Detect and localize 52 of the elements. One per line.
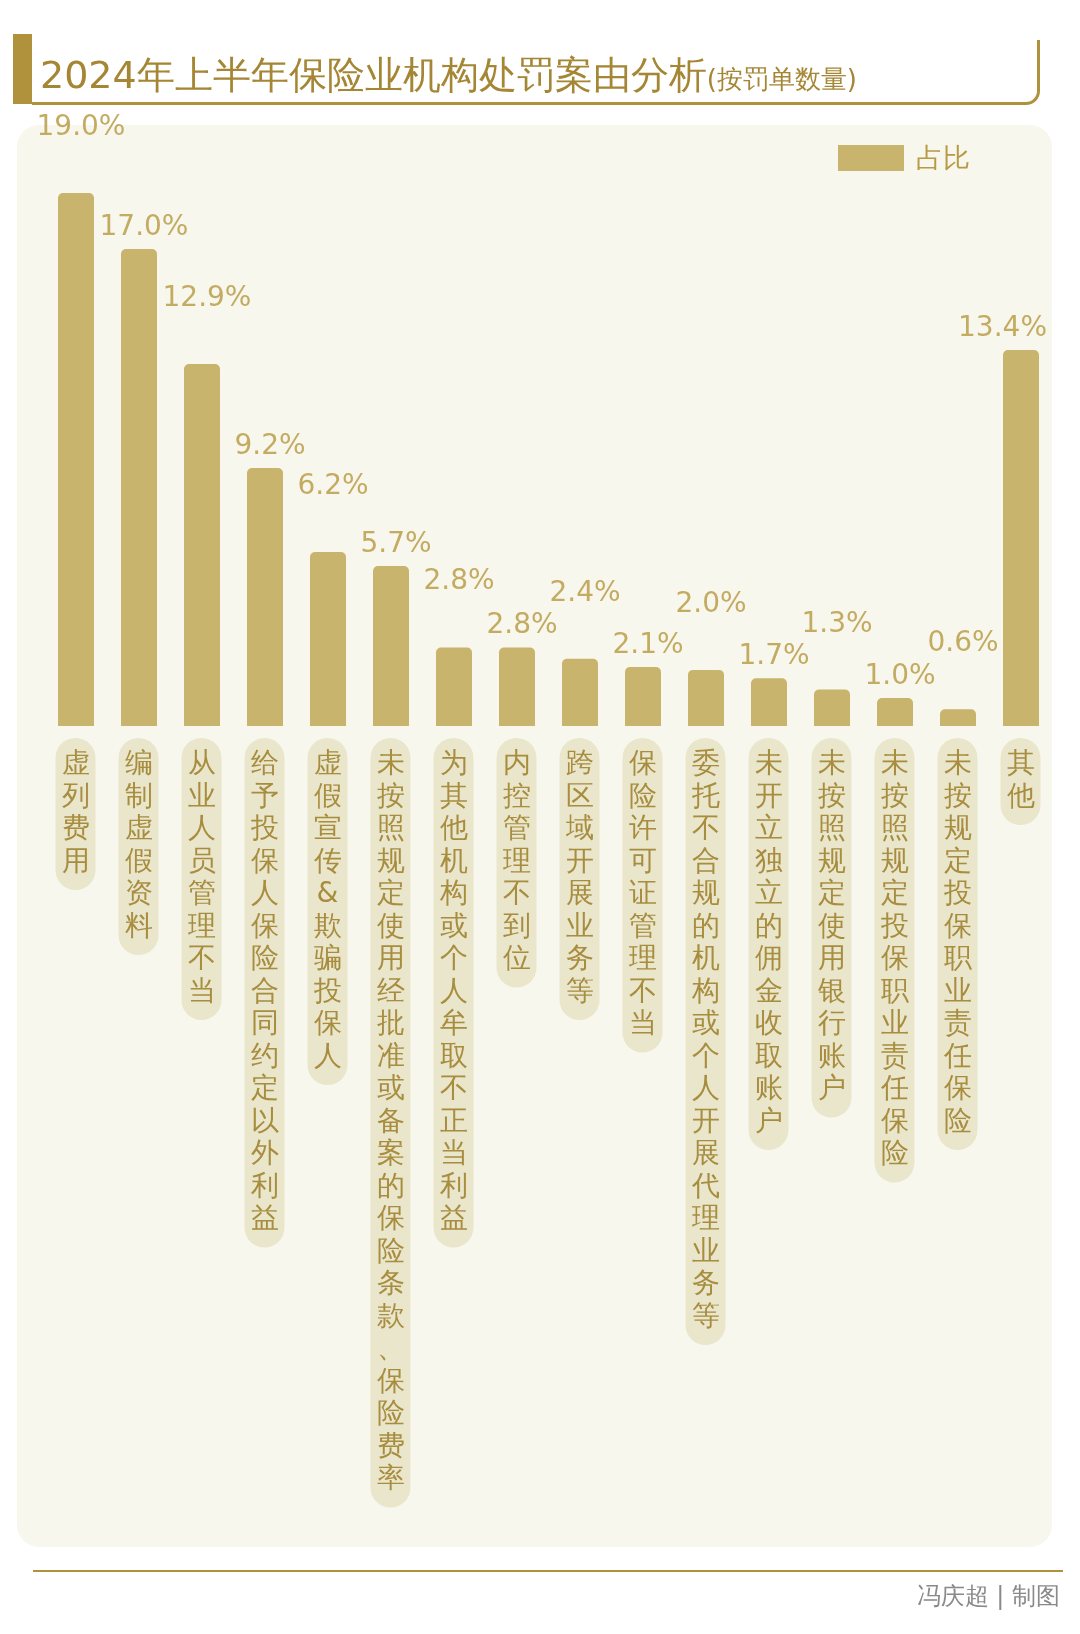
data-label: 1.7% (738, 638, 810, 672)
category-label: 给予投保人保险合同约定以外利益 (250, 746, 279, 1234)
bar (247, 467, 283, 726)
category-label: 未按照规定投保职业责任保险 (880, 746, 909, 1169)
data-label: 2.1% (612, 627, 684, 661)
data-label: 6.2% (297, 468, 369, 502)
data-label: 9.2% (234, 427, 306, 461)
bar (499, 647, 535, 726)
bar (436, 647, 472, 726)
bar (58, 193, 94, 726)
bar (310, 552, 346, 726)
category-label: 未按规定投保职业责任保险 (943, 746, 972, 1137)
bar (625, 667, 661, 726)
category-label: 委托不合规的机构或个人开展代理业务等 (691, 746, 720, 1332)
data-label: 17.0% (99, 209, 189, 243)
category-label: 未开立独立的佣金收取账户 (754, 746, 783, 1137)
bar (751, 678, 787, 726)
category-label: 未按照规定使用经批准或备案的保险条款、保险费率 (376, 746, 405, 1494)
x-tick-label: 跨区域开展业务等 (564, 746, 594, 1007)
data-label: 1.0% (864, 657, 936, 691)
data-label: 5.7% (360, 526, 432, 560)
bar (688, 669, 724, 726)
x-tick-label: 从业人员管理不当 (187, 746, 216, 1007)
data-label: 13.4% (958, 310, 1047, 344)
data-label: 12.9% (162, 280, 252, 314)
bar (562, 658, 598, 726)
bar (877, 697, 913, 726)
data-label: 19.0% (36, 109, 126, 142)
x-tick-label: 内控管理不到位 (502, 746, 531, 974)
data-label: 2.8% (486, 607, 558, 641)
chart-title: 2024年上半年保险业机构处罚案由分析 (40, 53, 707, 97)
text: 冯庆超 | 制图 (916, 1581, 1060, 1612)
bar (1003, 350, 1039, 726)
bar (121, 249, 157, 726)
bar (940, 709, 976, 726)
x-tick-label: 编制虚假资料 (124, 746, 153, 942)
data-label: 2.8% (423, 563, 495, 597)
data-label: 2.0% (675, 585, 747, 619)
bar (184, 364, 220, 726)
category-label: 虚假宣传&欺骗投保人 (313, 746, 342, 1072)
category-label: 为其他机构或个人牟取不正当利益 (439, 746, 468, 1234)
x-tick-label: 虚列费用 (61, 746, 90, 877)
legend-label: 占比 (916, 141, 970, 175)
x-tick-label: 其他 (1006, 746, 1035, 812)
bar (373, 566, 409, 726)
data-label: 0.6% (927, 625, 999, 659)
bar (814, 689, 850, 726)
category-label: 保险许可证管理不当 (628, 746, 657, 1039)
category-label: 未按照规定使用银行账户 (817, 746, 846, 1104)
data-label: 1.3% (801, 605, 873, 639)
chart-subtitle: (按罚单数量) (706, 64, 858, 94)
data-label: 2.4% (549, 574, 621, 608)
